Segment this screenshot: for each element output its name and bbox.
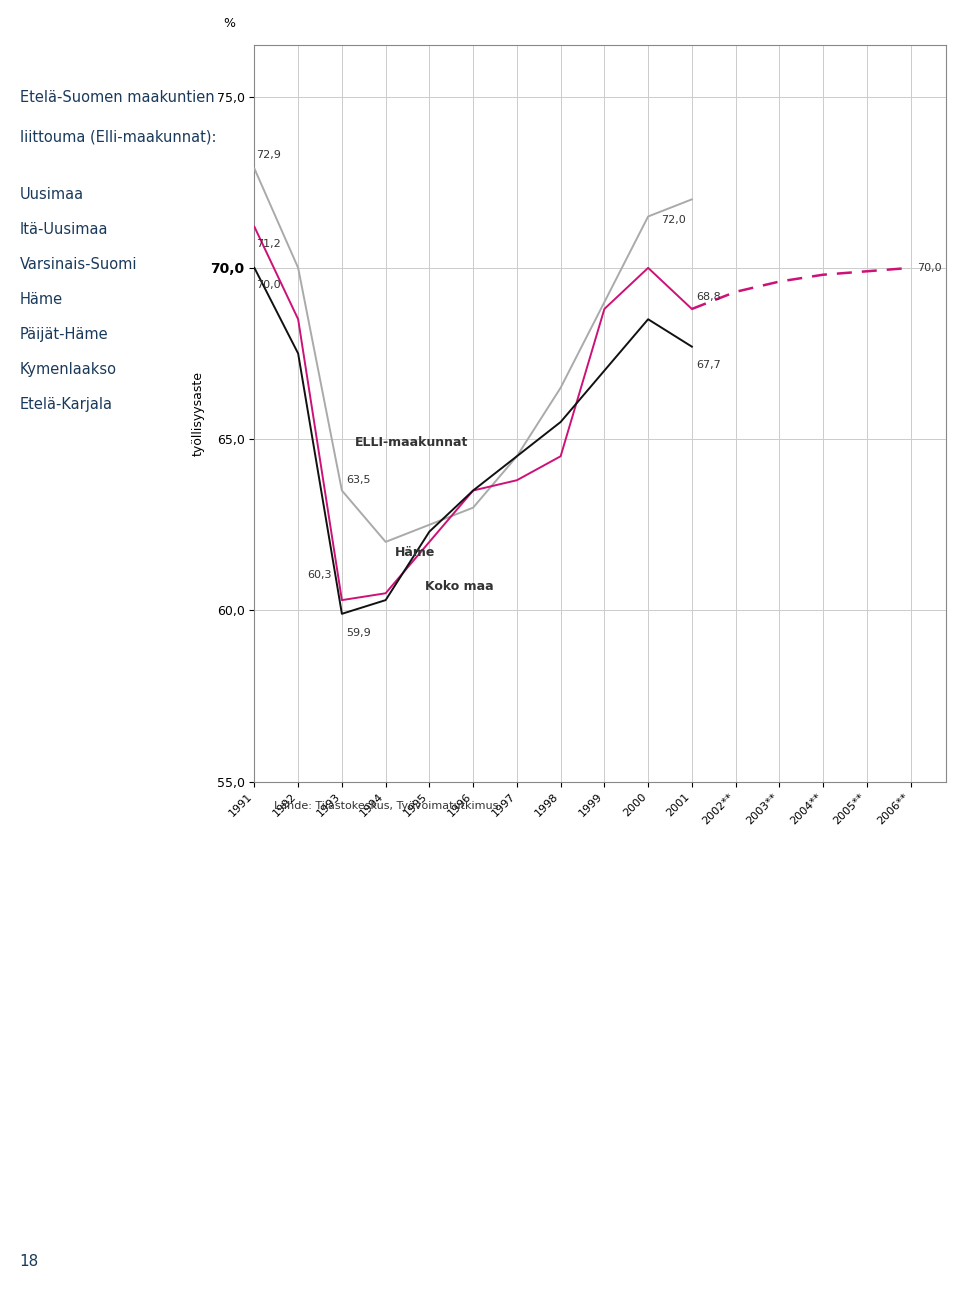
Text: Etelä-Karjala: Etelä-Karjala <box>19 397 112 412</box>
Text: Lähde: Tilastokeskus, Työvoimatutkimus: Lähde: Tilastokeskus, Työvoimatutkimus <box>274 801 498 811</box>
Y-axis label: työllisyysaste: työllisyysaste <box>192 371 205 456</box>
Text: 67,7: 67,7 <box>696 360 721 371</box>
Text: 70,0: 70,0 <box>256 280 281 289</box>
Text: 68,8: 68,8 <box>696 292 721 302</box>
Text: Häme: Häme <box>395 547 435 559</box>
Text: ELLI-maakunnat: ELLI-maakunnat <box>355 437 468 450</box>
Text: Kymenlaakso: Kymenlaakso <box>19 362 116 377</box>
Text: 63,5: 63,5 <box>347 475 371 486</box>
Text: Itä-Uusimaa: Itä-Uusimaa <box>19 222 108 238</box>
Text: Päijät-Häme: Päijät-Häme <box>19 327 108 342</box>
Text: %: % <box>224 18 235 31</box>
Text: liittouma (Elli-maakunnat):: liittouma (Elli-maakunnat): <box>19 129 216 145</box>
Text: Koko maa: Koko maa <box>425 580 493 593</box>
Text: 71,2: 71,2 <box>256 239 281 249</box>
Text: 72,9: 72,9 <box>256 150 281 160</box>
Text: 72,0: 72,0 <box>661 214 686 225</box>
Text: 60,3: 60,3 <box>307 570 331 580</box>
Text: 70,0: 70,0 <box>917 262 942 273</box>
Text: Varsinais-Suomi: Varsinais-Suomi <box>19 257 137 273</box>
Text: 18: 18 <box>19 1253 38 1269</box>
Text: Etelä-Suomen maakuntien: Etelä-Suomen maakuntien <box>19 90 214 106</box>
Text: Uusimaa: Uusimaa <box>19 187 84 203</box>
Text: 59,9: 59,9 <box>347 628 371 637</box>
Text: Häme: Häme <box>19 292 62 307</box>
